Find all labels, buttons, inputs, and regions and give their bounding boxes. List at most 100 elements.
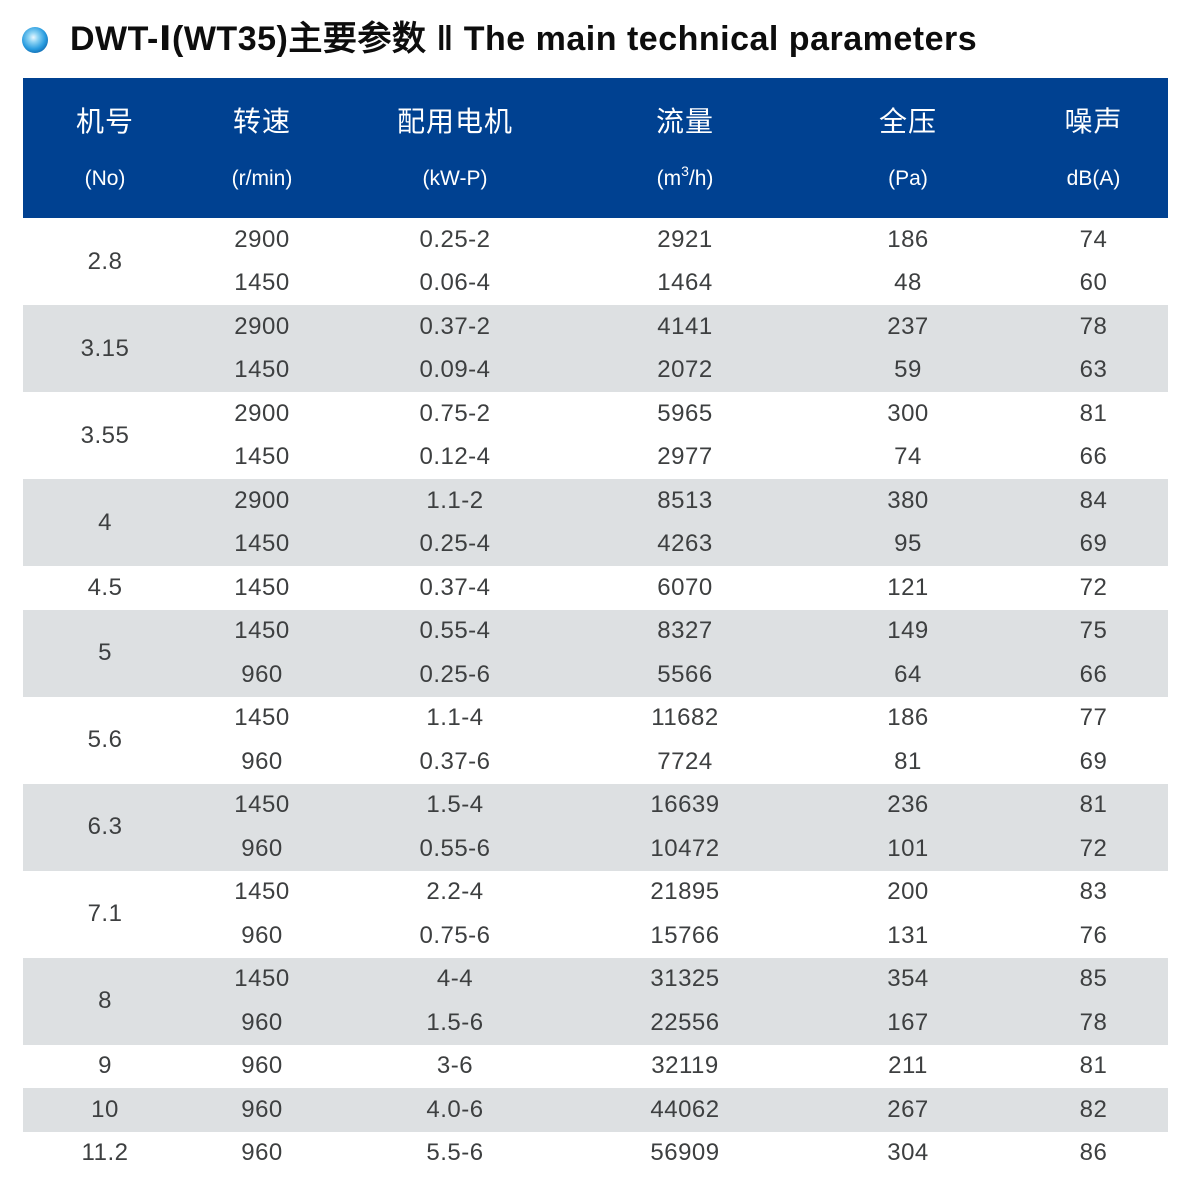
parameters-table: 机号 (No) 转速 (r/min) 配用电机 (kW-P) 流量 (m3/h)… [23, 78, 1168, 1175]
col-header-noise: 噪声 dB(A) [1019, 78, 1168, 218]
cell-noise: 82 [1019, 1088, 1168, 1132]
cell-motor: 1.1-4 [337, 696, 573, 740]
page-title: DWT-Ⅰ(WT35)主要参数 ‖ The main technical param… [70, 21, 977, 58]
cell-pressure: 236 [797, 783, 1019, 827]
col-header-speed-zh: 转速 [232, 105, 291, 137]
cell-noise: 74 [1019, 218, 1168, 262]
cell-noise: 86 [1019, 1131, 1168, 1175]
cell-speed: 1450 [187, 957, 337, 1001]
table-row: 960 0.75-6 15766 131 76 [23, 914, 1168, 958]
cell-pressure: 267 [797, 1088, 1019, 1132]
cell-pressure: 354 [797, 957, 1019, 1001]
cell-motor: 0.25-4 [337, 522, 573, 566]
cell-flow: 31325 [573, 957, 797, 1001]
cell-motor: 1.5-6 [337, 1001, 573, 1045]
cell-machine-no: 3.55 [23, 392, 187, 479]
table-row: 6.3 1450 1.5-4 16639 236 81 [23, 783, 1168, 871]
table-row: 960 0.55-6 10472 101 72 [23, 827, 1168, 871]
table-row: 11.2 960 5.5-6 56909 304 86 [23, 1131, 1168, 1175]
cell-pressure: 48 [797, 261, 1019, 305]
cell-pressure: 95 [797, 522, 1019, 566]
table-row: 4.5 1450 0.37-4 6070 121 72 [23, 566, 1168, 610]
cell-pressure: 64 [797, 653, 1019, 697]
cell-motor: 0.75-2 [337, 392, 573, 436]
flow-unit-pre: (m [656, 166, 682, 190]
cell-flow: 1464 [573, 261, 797, 305]
cell-machine-no: 3.15 [23, 305, 187, 392]
cell-speed: 960 [187, 1131, 337, 1175]
cell-flow: 6070 [573, 566, 797, 610]
cell-noise: 60 [1019, 261, 1168, 305]
cell-speed: 960 [187, 827, 337, 871]
cell-noise: 72 [1019, 566, 1168, 610]
cell-flow: 2072 [573, 348, 797, 392]
cell-speed: 1450 [187, 522, 337, 566]
cell-pressure: 237 [797, 305, 1019, 349]
cell-noise: 81 [1019, 392, 1168, 436]
cell-flow: 2921 [573, 218, 797, 262]
table-row: 9 960 3-6 32119 211 81 [23, 1044, 1168, 1088]
table-row: 7.1 1450 2.2-4 21895 200 83 [23, 870, 1168, 958]
cell-pressure: 186 [797, 696, 1019, 740]
table-row: 3.15 2900 0.37-2 4141 237 78 [23, 305, 1168, 392]
cell-speed: 2900 [187, 218, 337, 262]
col-header-machine-no-unit: (No) [84, 166, 126, 190]
cell-pressure: 131 [797, 914, 1019, 958]
cell-motor: 0.75-6 [337, 914, 573, 958]
cell-flow: 44062 [573, 1088, 797, 1132]
cell-pressure: 74 [797, 435, 1019, 479]
cell-flow: 8513 [573, 479, 797, 523]
cell-motor: 0.06-4 [337, 261, 573, 305]
table-row: 960 1.5-6 22556 167 78 [23, 1001, 1168, 1045]
col-header-speed: 转速 (r/min) [187, 78, 337, 218]
cell-machine-no: 10 [23, 1088, 187, 1132]
cell-noise: 75 [1019, 609, 1168, 653]
cell-pressure: 59 [797, 348, 1019, 392]
title-separator: ‖ [436, 20, 454, 59]
col-header-noise-zh: 噪声 [1064, 105, 1123, 137]
cell-machine-no: 5.6 [23, 696, 187, 784]
cell-speed: 960 [187, 914, 337, 958]
cell-noise: 77 [1019, 696, 1168, 740]
cell-speed: 1450 [187, 348, 337, 392]
cell-noise: 78 [1019, 1001, 1168, 1045]
col-header-pressure: 全压 (Pa) [797, 78, 1019, 218]
cell-pressure: 200 [797, 870, 1019, 914]
cell-noise: 81 [1019, 783, 1168, 827]
cell-pressure: 121 [797, 566, 1019, 610]
col-header-pressure-unit: (Pa) [888, 166, 928, 190]
title-en: The main technical parameters [463, 20, 978, 59]
cell-motor: 0.25-6 [337, 653, 573, 697]
cell-flow: 8327 [573, 609, 797, 653]
cell-flow: 21895 [573, 870, 797, 914]
cell-speed: 960 [187, 653, 337, 697]
table-row: 5 1450 0.55-4 8327 149 75 [23, 609, 1168, 697]
table-row: 1450 0.12-4 2977 74 66 [23, 435, 1168, 479]
cell-speed: 960 [187, 1001, 337, 1045]
cell-noise: 81 [1019, 1044, 1168, 1088]
sphere-bullet-icon [22, 27, 48, 53]
cell-pressure: 300 [797, 392, 1019, 436]
cell-machine-no: 6.3 [23, 783, 187, 871]
cell-machine-no: 4 [23, 479, 187, 566]
title-row: DWT-Ⅰ(WT35)主要参数 ‖ The main technical param… [0, 0, 1191, 62]
cell-noise: 69 [1019, 522, 1168, 566]
cell-flow: 15766 [573, 914, 797, 958]
table-header: 机号 (No) 转速 (r/min) 配用电机 (kW-P) 流量 (m3/h)… [23, 78, 1168, 218]
col-header-speed-unit: (r/min) [231, 166, 293, 190]
cell-noise: 84 [1019, 479, 1168, 523]
col-header-motor-unit: (kW-P) [422, 166, 488, 190]
cell-flow: 5965 [573, 392, 797, 436]
cell-flow: 2977 [573, 435, 797, 479]
cell-flow: 11682 [573, 696, 797, 740]
cell-speed: 1450 [187, 566, 337, 610]
cell-noise: 83 [1019, 870, 1168, 914]
flow-unit-sup: 3 [681, 162, 689, 179]
cell-machine-no: 9 [23, 1044, 187, 1088]
title-zh: DWT-Ⅰ(WT35)主要参数 [70, 20, 427, 59]
cell-speed: 1450 [187, 261, 337, 305]
cell-motor: 2.2-4 [337, 870, 573, 914]
cell-noise: 85 [1019, 957, 1168, 1001]
table-row: 1450 0.09-4 2072 59 63 [23, 348, 1168, 392]
